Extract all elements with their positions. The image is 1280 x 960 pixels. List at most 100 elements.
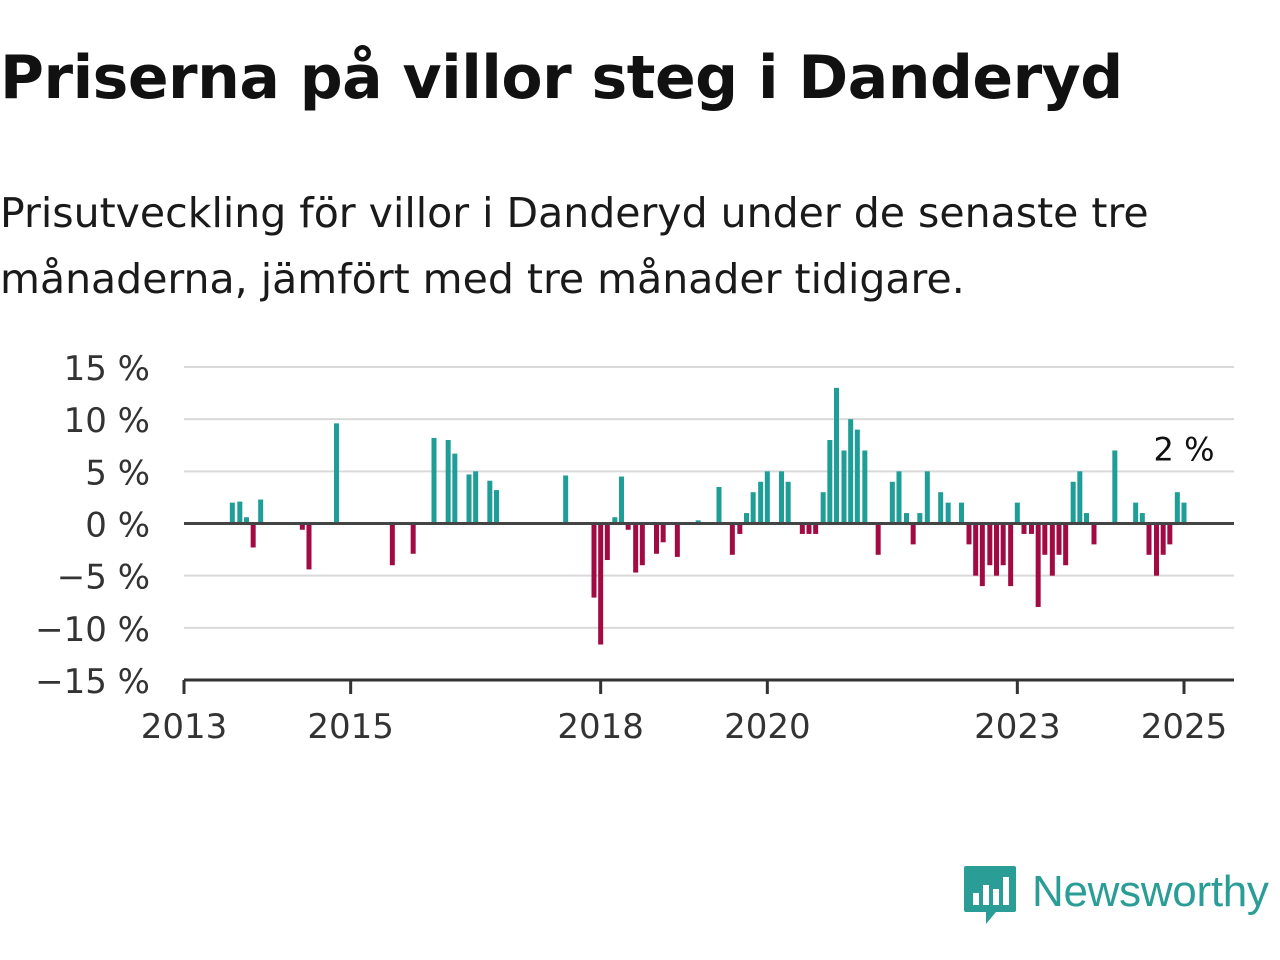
- bar: [1021, 523, 1027, 534]
- bar: [848, 419, 854, 524]
- bar: [410, 523, 416, 554]
- axes: [182, 522, 1234, 694]
- bar: [237, 501, 243, 524]
- bar: [1035, 523, 1041, 607]
- value-labels: 2 %: [1154, 431, 1215, 469]
- bar: [619, 476, 624, 524]
- bar: [229, 502, 235, 524]
- bar: [1112, 450, 1118, 524]
- x-tick-label: 2015: [307, 707, 394, 747]
- bar: [473, 471, 479, 524]
- bar: [750, 492, 756, 524]
- bar: [979, 523, 985, 587]
- bar: [799, 523, 805, 534]
- bar: [910, 523, 916, 545]
- bar: [904, 513, 909, 524]
- bar: [258, 499, 264, 524]
- x-tick-label: 2023: [974, 707, 1061, 747]
- y-tick-label: −5 %: [57, 558, 150, 598]
- bar: [806, 523, 812, 534]
- bar: [445, 440, 451, 524]
- bar: [827, 440, 833, 524]
- bar: [813, 523, 819, 534]
- bar: [1014, 502, 1020, 524]
- bar: [841, 450, 847, 524]
- bar: [389, 523, 395, 566]
- bar: [591, 523, 597, 598]
- bar: [654, 523, 659, 554]
- bar: [758, 481, 764, 524]
- bar: [889, 481, 895, 524]
- bar: [716, 486, 722, 524]
- bar: [994, 523, 999, 576]
- bar: [938, 492, 944, 524]
- bar: [1160, 523, 1166, 555]
- bar: [1008, 523, 1014, 587]
- bar: [764, 471, 770, 524]
- bar: [250, 523, 256, 548]
- bar: [633, 523, 639, 573]
- bar: [625, 523, 631, 530]
- y-tick-label: 15 %: [64, 349, 150, 389]
- bar: [334, 423, 339, 524]
- bar: [1077, 471, 1083, 524]
- y-tick-label: 0 %: [85, 506, 150, 546]
- last-value-label: 2 %: [1154, 431, 1215, 469]
- bar-chart: 15 %10 %5 %0 %−5 %−10 %−15 % 2013 2015 201…: [35, 349, 1234, 747]
- bar: [431, 437, 437, 524]
- x-tick-label: 2025: [1141, 707, 1228, 747]
- bar: [1091, 523, 1097, 545]
- y-tick-label: −15 %: [35, 662, 150, 702]
- chart-subtitle: Prisutveckling för villor i Danderyd und…: [0, 189, 1149, 303]
- bar: [820, 492, 826, 524]
- bar: [779, 471, 784, 524]
- bar: [896, 471, 902, 524]
- bar: [306, 523, 312, 570]
- bar: [987, 523, 993, 566]
- bar: [729, 523, 735, 555]
- bar: [959, 502, 964, 524]
- bar: [945, 502, 951, 524]
- bar: [1042, 523, 1048, 555]
- x-tick-label: 2020: [724, 707, 811, 747]
- x-tick-label: 2018: [557, 707, 644, 747]
- bar: [875, 523, 881, 555]
- bar: [612, 517, 618, 524]
- bar: [1063, 523, 1069, 566]
- bar: [862, 450, 868, 524]
- bar: [244, 517, 249, 524]
- bar: [1029, 523, 1034, 534]
- bar: [466, 474, 472, 524]
- bar: [1154, 523, 1159, 576]
- bar: [973, 523, 979, 576]
- bar: [785, 481, 791, 524]
- bar: [639, 523, 645, 566]
- bar: [1133, 502, 1139, 524]
- y-tick-label: 5 %: [85, 453, 150, 493]
- bar: [1049, 523, 1055, 576]
- bar: [924, 471, 930, 524]
- bar: [1056, 523, 1062, 555]
- bar: [1167, 523, 1173, 545]
- bar: [744, 513, 749, 524]
- bar: [452, 453, 458, 524]
- y-axis-tick-labels: 15 % 10 % 5 % 0 % −5 % −10 % −15 %: [35, 349, 150, 702]
- bar: [598, 523, 604, 645]
- y-tick-label: −10 %: [35, 610, 150, 650]
- bar: [674, 523, 680, 557]
- brand-name: Newsworthy: [1032, 867, 1269, 916]
- bar: [966, 523, 972, 545]
- bar: [1181, 502, 1187, 524]
- bar: [299, 523, 305, 530]
- x-axis-tick-labels: 2013 2015 2018 2020 2023 2025: [141, 707, 1228, 747]
- bar: [1000, 523, 1006, 566]
- grid-lines: [184, 366, 1234, 629]
- newsworthy-brand: Newsworthy: [964, 866, 1269, 926]
- bar: [695, 520, 701, 524]
- bar: [737, 523, 743, 534]
- y-tick-label: 10 %: [64, 401, 150, 441]
- bar: [487, 480, 493, 524]
- bar: [660, 523, 666, 543]
- bar: [1174, 492, 1180, 524]
- bar: [854, 429, 860, 524]
